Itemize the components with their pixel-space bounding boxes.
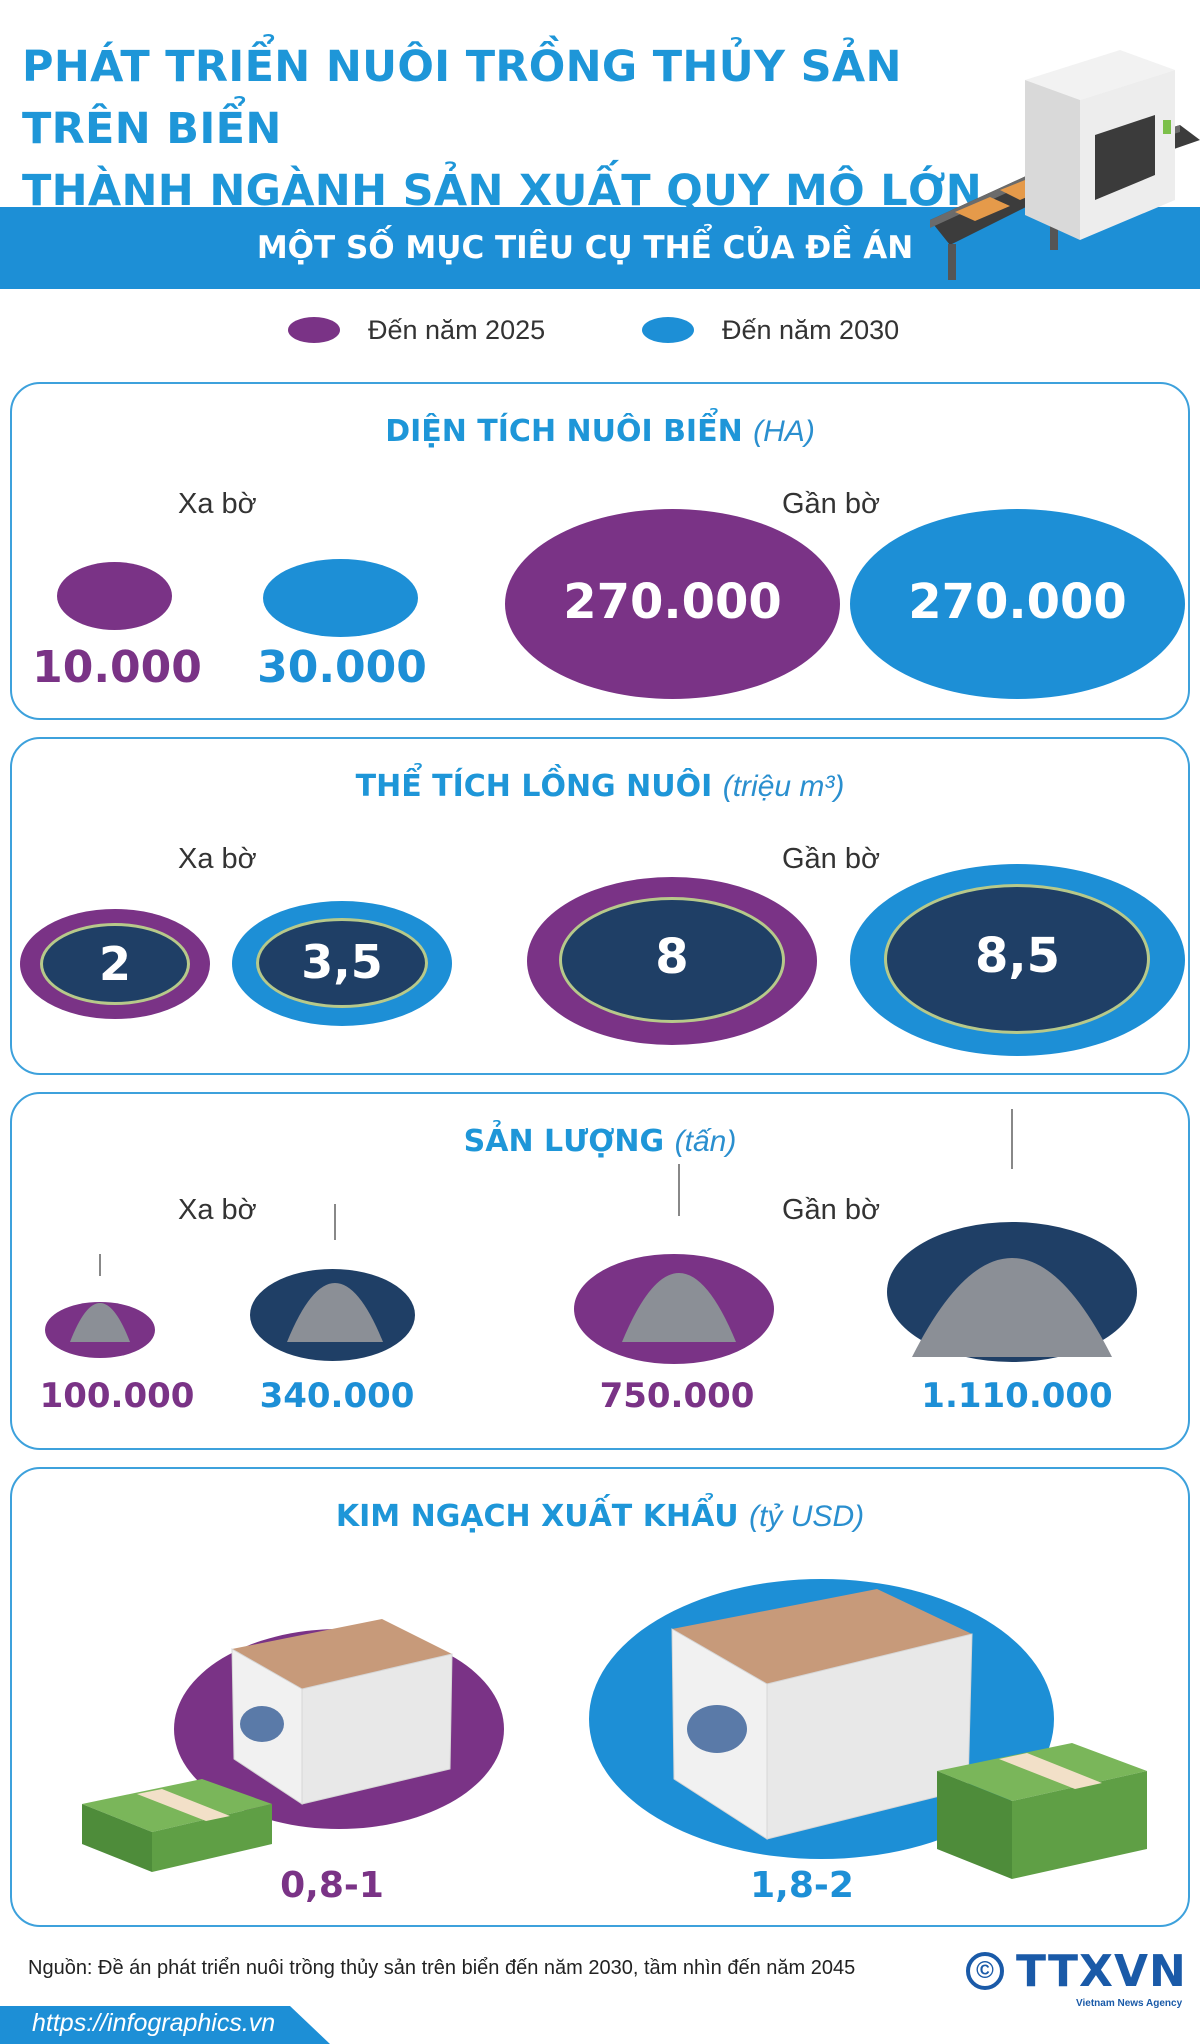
source-note: Nguồn: Đề án phát triển nuôi trồng thủy … — [28, 1957, 856, 1979]
zone-near-label: Gần bờ — [782, 843, 881, 875]
logo-wordmark: TTXVN — [1016, 1946, 1187, 1997]
area-far-2025-value: 10.000 — [32, 642, 202, 693]
volume-unit: (triệu m³) — [722, 770, 845, 803]
fish-net-icon — [912, 1109, 1112, 1357]
legend-label-2030: Đến năm 2030 — [722, 314, 900, 345]
title-line-1: PHÁT TRIỂN NUÔI TRỒNG THỦY SẢN TRÊN BIỂN — [22, 42, 902, 154]
area-near-2030-ellipse: 270.000 — [850, 509, 1185, 699]
output-far-2025-value: 100.000 — [39, 1376, 195, 1416]
output-panel: SẢN LƯỢNG (tấn) Xa bờ Gần bờ 100.000 340… — [10, 1092, 1190, 1450]
area-far-2025-ellipse — [57, 562, 172, 630]
zone-far-label: Xa bờ — [178, 843, 257, 875]
area-title: DIỆN TÍCH NUÔI BIỂN (HA) — [385, 414, 815, 449]
volume-far-2030-ellipse: 3,5 — [232, 901, 452, 1026]
fish-crate-icon — [231, 1619, 453, 1805]
xray-conveyor-illustration — [930, 50, 1200, 280]
zone-near-label: Gần bờ — [782, 488, 881, 520]
cage-icon — [884, 884, 1150, 1034]
zone-far-label: Xa bờ — [178, 1194, 257, 1226]
footer-url-bar: https://infographics.vn — [0, 2006, 330, 2044]
legend-label-2025: Đến năm 2025 — [368, 314, 546, 345]
volume-title: THỂ TÍCH LỒNG NUÔI (triệu m³) — [355, 769, 845, 804]
cage-icon — [40, 923, 190, 1005]
area-panel: DIỆN TÍCH NUÔI BIỂN (HA) Xa bờ Gần bờ 10… — [10, 382, 1190, 720]
area-near-2025-ellipse: 270.000 — [505, 509, 840, 699]
zone-near-label: Gần bờ — [782, 1194, 881, 1226]
page-title: PHÁT TRIỂN NUÔI TRỒNG THỦY SẢN TRÊN BIỂN… — [22, 36, 1022, 222]
legend-swatch-blue — [642, 317, 694, 343]
volume-near-2030-value: 8,5 — [974, 928, 1061, 984]
export-panel: KIM NGẠCH XUẤT KHẨU (tỷ USD) 0,8-1 1,8-2 — [10, 1467, 1190, 1927]
volume-near-2025-value: 8 — [655, 929, 689, 985]
footer-url-link[interactable]: https://infographics.vn — [32, 2009, 276, 2037]
output-far-2030-value: 340.000 — [259, 1376, 415, 1416]
output-title: SẢN LƯỢNG (tấn) — [463, 1124, 737, 1159]
volume-panel: THỂ TÍCH LỒNG NUÔI (triệu m³) Xa bờ Gần … — [10, 737, 1190, 1075]
export-title: KIM NGẠCH XUẤT KHẨU (tỷ USD) — [335, 1499, 865, 1534]
money-stack-icon — [937, 1743, 1147, 1879]
export-2030-value: 1,8-2 — [750, 1865, 854, 1906]
volume-far-2025-value: 2 — [98, 937, 131, 991]
export-unit: (tỷ USD) — [749, 1500, 865, 1533]
volume-near-2030-ellipse: 8,5 — [850, 864, 1185, 1056]
fish-net-icon — [70, 1254, 130, 1342]
volume-near-2025-ellipse: 8 — [527, 877, 817, 1045]
output-unit: (tấn) — [674, 1125, 737, 1158]
area-far-2030-ellipse — [263, 559, 418, 637]
cage-icon — [256, 918, 428, 1008]
fish-crate-icon — [671, 1589, 973, 1840]
legend-item-2025: Đến năm 2025 — [288, 310, 545, 350]
area-near-2025-value: 270.000 — [563, 574, 782, 630]
area-near-2030-value: 270.000 — [908, 574, 1127, 630]
volume-far-2030-value: 3,5 — [301, 935, 383, 989]
ttxvn-logo: © TTXVN Vietnam News Agency — [966, 1946, 1186, 2016]
volume-far-2025-ellipse: 2 — [20, 909, 210, 1019]
zone-far-label: Xa bờ — [178, 488, 257, 520]
fish-net-icon — [622, 1164, 736, 1342]
fish-net-icon — [287, 1204, 383, 1342]
section-band: MỘT SỐ MỤC TIÊU CỤ THỂ CỦA ĐỀ ÁN — [0, 207, 1200, 289]
logo-subtitle: Vietnam News Agency — [1076, 1998, 1183, 2009]
area-unit: (HA) — [753, 415, 815, 448]
band-label: MỘT SỐ MỤC TIÊU CỤ THỂ CỦA ĐỀ ÁN — [256, 230, 914, 266]
output-near-2025-value: 750.000 — [599, 1376, 755, 1416]
cage-icon — [559, 897, 785, 1023]
output-near-2030-value: 1.110.000 — [921, 1376, 1113, 1416]
area-far-2030-value: 30.000 — [257, 642, 427, 693]
export-2025-value: 0,8-1 — [280, 1865, 384, 1906]
money-stack-icon — [82, 1779, 272, 1872]
legend-swatch-purple — [288, 317, 340, 343]
legend-item-2030: Đến năm 2030 — [642, 310, 899, 350]
copyright-icon: © — [966, 1952, 1004, 1990]
